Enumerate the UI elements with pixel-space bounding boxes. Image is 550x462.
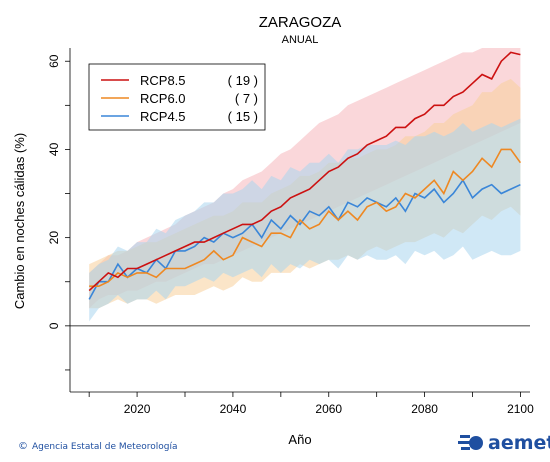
series-line-rcp85 xyxy=(88,51,521,292)
aemet-logo: aemet xyxy=(458,430,550,456)
chart-title: ZARAGOZA xyxy=(259,14,342,31)
legend-count-rcp60: ( 7 ) xyxy=(235,91,258,106)
credit-text: Agencia Estatal de Meteorología xyxy=(32,442,178,452)
x-tick-label: 2060 xyxy=(315,402,342,416)
x-axis-label: Año xyxy=(288,432,311,447)
logo-text: aemet xyxy=(488,432,550,454)
x-tick-label: 2080 xyxy=(411,402,438,416)
y-tick-label: 0 xyxy=(47,322,61,329)
legend: RCP8.5 ( 19 ) RCP6.0 ( 7 ) RCP4.5 ( 15 ) xyxy=(88,63,266,131)
chart-subtitle: ANUAL xyxy=(282,34,319,46)
y-tick-label: 40 xyxy=(47,142,61,156)
legend-box xyxy=(88,63,266,131)
series-line-rcp60 xyxy=(89,148,522,288)
legend-count-rcp85: ( 19 ) xyxy=(228,73,258,88)
x-tick-label: 2020 xyxy=(124,402,151,416)
copyright-icon: © xyxy=(18,441,28,452)
band-rcp45 xyxy=(89,118,521,322)
legend-label-rcp60: RCP6.0 xyxy=(140,91,186,106)
y-tick-label: 20 xyxy=(47,231,61,245)
x-tick-label: 2040 xyxy=(220,402,247,416)
series-line-rcp45 xyxy=(88,178,521,300)
y-tick-label: 60 xyxy=(47,54,61,68)
footer-credit: © Agencia Estatal de Meteorología xyxy=(18,441,178,452)
legend-count-rcp45: ( 15 ) xyxy=(228,109,258,124)
legend-label-rcp85: RCP8.5 xyxy=(140,73,186,88)
aemet-logo-mark-icon xyxy=(458,435,483,450)
y-axis-label: Cambio en noches cálidas (%) xyxy=(12,133,27,309)
legend-label-rcp45: RCP4.5 xyxy=(140,109,186,124)
x-tick-label: 2100 xyxy=(507,402,534,416)
